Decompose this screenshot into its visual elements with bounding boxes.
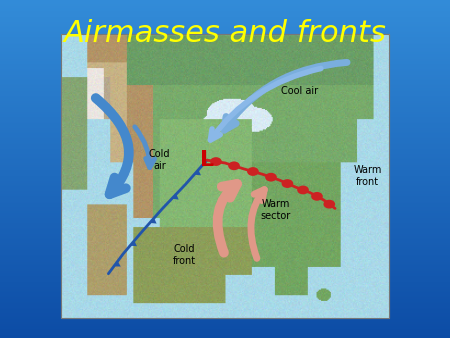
Bar (61, 34, 389, 318)
Circle shape (282, 179, 293, 188)
Circle shape (311, 192, 323, 201)
Circle shape (297, 186, 309, 194)
Polygon shape (114, 261, 121, 267)
Text: Cool air: Cool air (281, 86, 318, 96)
Polygon shape (150, 218, 157, 223)
Polygon shape (130, 241, 137, 246)
Text: Warm
sector: Warm sector (261, 199, 291, 221)
Circle shape (228, 162, 240, 170)
Text: L: L (200, 150, 214, 170)
Text: Cold
front: Cold front (172, 244, 195, 266)
Circle shape (247, 167, 259, 176)
Circle shape (265, 173, 277, 182)
Polygon shape (172, 194, 179, 200)
Text: Airmasses and fronts: Airmasses and fronts (63, 19, 387, 48)
Text: Warm
front: Warm front (354, 165, 382, 187)
Circle shape (210, 157, 222, 166)
Text: Cold
air: Cold air (148, 149, 170, 171)
Bar (61, 34, 389, 318)
Polygon shape (194, 170, 201, 175)
Circle shape (324, 200, 335, 209)
